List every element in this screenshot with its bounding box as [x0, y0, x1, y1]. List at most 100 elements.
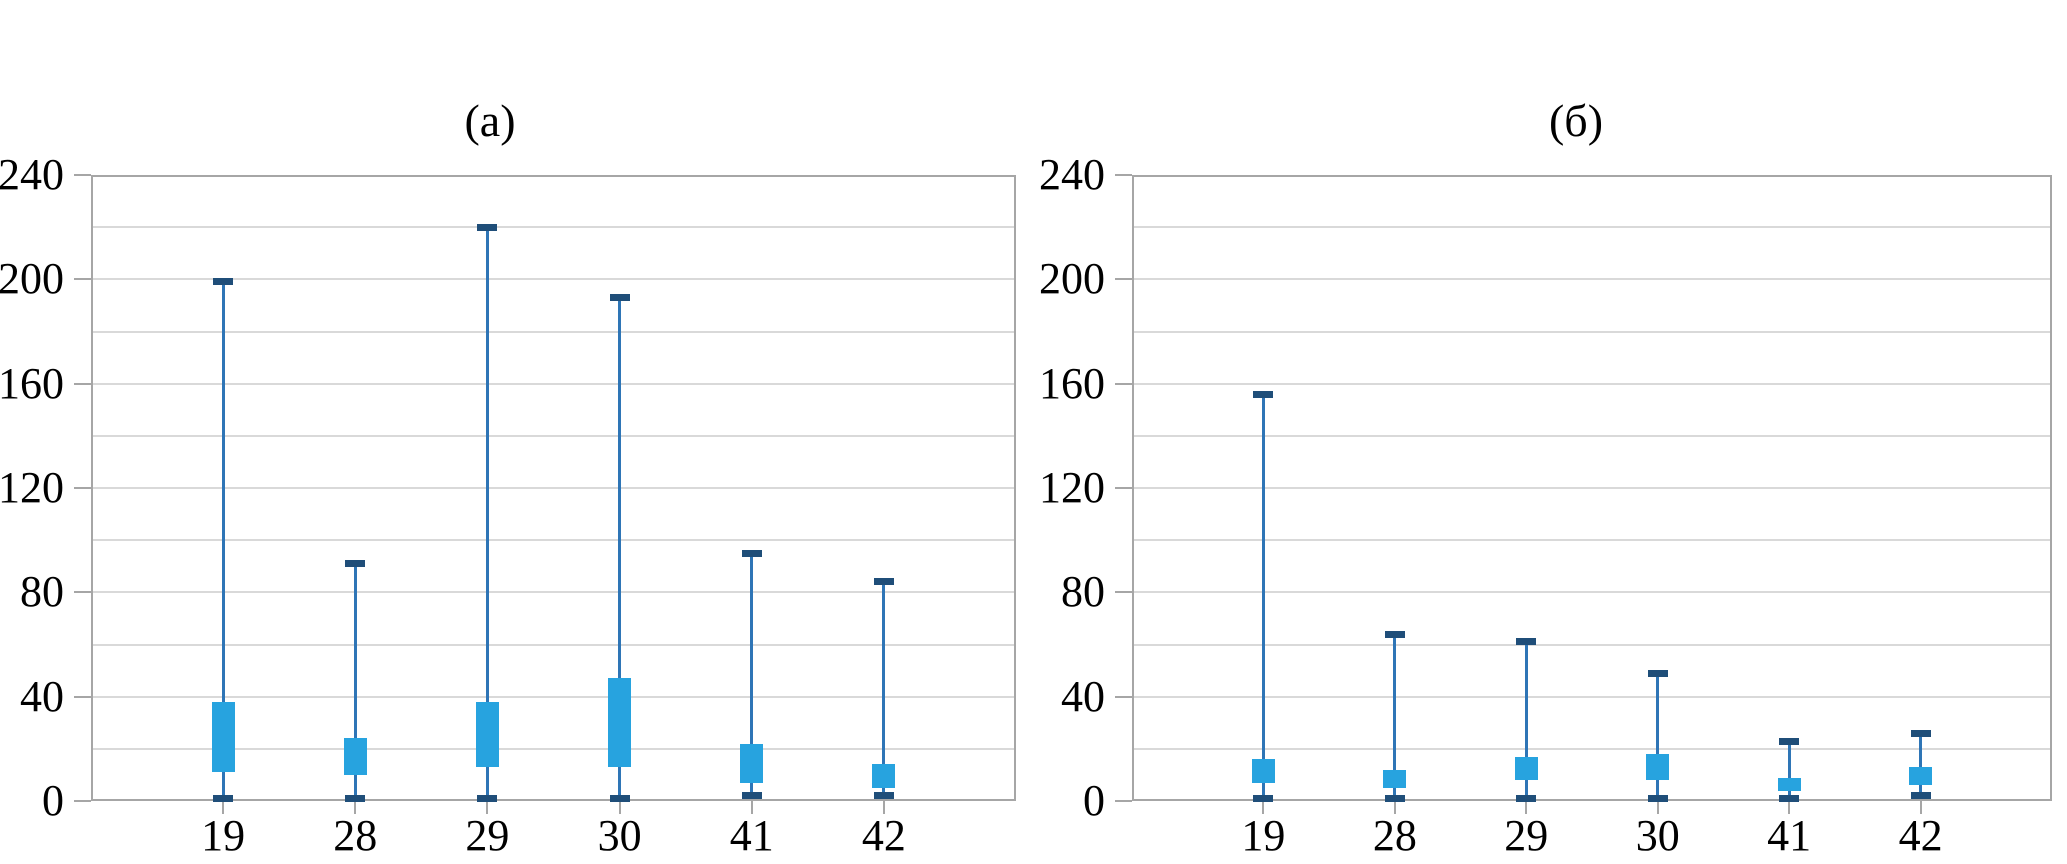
- y-axis-tick-b-80: [1115, 591, 1132, 594]
- gridline-b-160: [1132, 382, 2052, 385]
- whisker-cap-high-a-28: [345, 560, 366, 568]
- x-tick-label-a-29: 29: [465, 811, 510, 860]
- box-a-30: [608, 678, 632, 768]
- y-axis-tick-b-120: [1115, 487, 1132, 489]
- x-tick-label-a-28: 28: [333, 811, 378, 860]
- gridline-a-160: [91, 382, 1016, 385]
- x-tick-label-a-19: 19: [201, 811, 246, 860]
- box-a-41: [740, 743, 764, 783]
- y-tick-label-a-160: 160: [0, 358, 64, 408]
- gridline-a-200: [91, 278, 1016, 281]
- box-a-19: [211, 701, 235, 773]
- plot-area-border-a: [91, 175, 1016, 801]
- y-tick-label-a-240: 240: [0, 150, 64, 199]
- whisker-cap-low-a-29: [477, 794, 498, 802]
- whisker-cap-low-b-30: [1647, 794, 1668, 802]
- whisker-a-19: [221, 281, 225, 799]
- x-axis-tick-b-19: [1262, 801, 1265, 814]
- x-axis-tick-a-29: [486, 801, 489, 814]
- whisker-cap-low-a-42: [873, 792, 894, 800]
- x-axis-tick-b-41: [1788, 801, 1791, 814]
- gridline-a-180: [91, 330, 1016, 333]
- x-tick-label-b-19: 19: [1241, 811, 1286, 860]
- gridline-a-80: [91, 591, 1016, 594]
- whisker-cap-high-b-28: [1384, 630, 1405, 638]
- y-axis-tick-b-0: [1115, 800, 1132, 802]
- x-tick-label-a-30: 30: [597, 811, 642, 860]
- whisker-b-29: [1524, 641, 1528, 799]
- y-tick-label-b-120: 120: [1039, 463, 1105, 512]
- whisker-b-19: [1261, 394, 1265, 799]
- box-a-29: [475, 701, 499, 768]
- y-tick-label-b-240: 240: [1039, 150, 1105, 199]
- y-axis-tick-a-120: [74, 487, 91, 489]
- whisker-cap-high-a-41: [741, 549, 762, 557]
- chart-a-title: (а): [464, 95, 516, 146]
- whisker-a-28: [353, 563, 357, 799]
- gridline-b-120: [1132, 487, 2052, 489]
- y-tick-label-a-80: 80: [20, 567, 64, 617]
- whisker-cap-high-a-19: [213, 278, 234, 286]
- whisker-b-42: [1919, 733, 1923, 796]
- x-axis-tick-b-42: [1919, 801, 1922, 814]
- whisker-b-41: [1787, 741, 1791, 799]
- whisker-b-30: [1656, 673, 1660, 799]
- x-axis-tick-a-30: [618, 801, 621, 814]
- box-b-29: [1514, 756, 1538, 781]
- y-axis-tick-a-80: [74, 591, 91, 594]
- gridline-a-100: [91, 539, 1016, 542]
- whisker-cap-high-a-30: [609, 294, 630, 302]
- box-b-42: [1909, 767, 1933, 786]
- whisker-a-30: [618, 297, 622, 799]
- y-axis-tick-a-0: [74, 800, 91, 802]
- whisker-cap-high-a-42: [873, 578, 894, 586]
- y-axis-tick-a-160: [74, 382, 91, 385]
- x-tick-label-a-42: 42: [861, 811, 906, 860]
- y-axis-tick-b-160: [1115, 382, 1132, 385]
- y-axis-tick-a-40: [74, 695, 91, 698]
- x-tick-label-b-28: 28: [1372, 811, 1417, 860]
- y-axis-tick-a-240: [74, 174, 91, 176]
- whisker-cap-low-b-29: [1516, 794, 1537, 802]
- whisker-cap-low-b-41: [1779, 794, 1800, 802]
- whisker-a-29: [485, 227, 489, 799]
- whisker-cap-low-b-42: [1910, 792, 1931, 800]
- x-tick-label-a-41: 41: [729, 811, 774, 860]
- x-tick-label-b-29: 29: [1504, 811, 1549, 860]
- whisker-b-28: [1393, 634, 1397, 799]
- y-tick-label-b-40: 40: [1061, 671, 1105, 721]
- whisker-cap-low-a-28: [345, 794, 366, 802]
- y-tick-label-b-160: 160: [1039, 358, 1105, 408]
- y-tick-label-a-200: 200: [0, 254, 64, 304]
- whisker-cap-high-b-30: [1647, 669, 1668, 677]
- gridline-a-140: [91, 434, 1016, 437]
- whisker-cap-low-a-19: [213, 794, 234, 802]
- whisker-cap-low-a-41: [741, 792, 762, 800]
- whisker-cap-low-b-19: [1253, 794, 1274, 802]
- gridline-b-20: [1132, 747, 2052, 750]
- gridline-b-40: [1132, 695, 2052, 698]
- gridline-b-100: [1132, 539, 2052, 542]
- gridline-b-60: [1132, 643, 2052, 646]
- gridline-b-220: [1132, 226, 2052, 229]
- whisker-cap-high-b-19: [1253, 390, 1274, 398]
- gridline-b-200: [1132, 278, 2052, 281]
- box-b-41: [1777, 777, 1801, 791]
- x-axis-tick-b-29: [1525, 801, 1528, 814]
- gridline-a-60: [91, 643, 1016, 646]
- y-tick-label-b-200: 200: [1039, 254, 1105, 304]
- y-tick-label-a-120: 120: [0, 463, 64, 512]
- y-axis-tick-a-200: [74, 278, 91, 281]
- whisker-cap-high-b-42: [1910, 729, 1931, 737]
- plot-area-border-b: [1132, 175, 2052, 801]
- whisker-cap-high-a-29: [477, 223, 498, 231]
- x-tick-label-b-42: 42: [1898, 811, 1943, 860]
- whisker-cap-low-b-28: [1384, 794, 1405, 802]
- box-b-28: [1383, 769, 1407, 788]
- gridline-a-40: [91, 695, 1016, 698]
- box-a-28: [343, 738, 367, 775]
- y-axis-tick-b-40: [1115, 695, 1132, 698]
- box-a-42: [872, 764, 896, 788]
- y-axis-tick-b-200: [1115, 278, 1132, 281]
